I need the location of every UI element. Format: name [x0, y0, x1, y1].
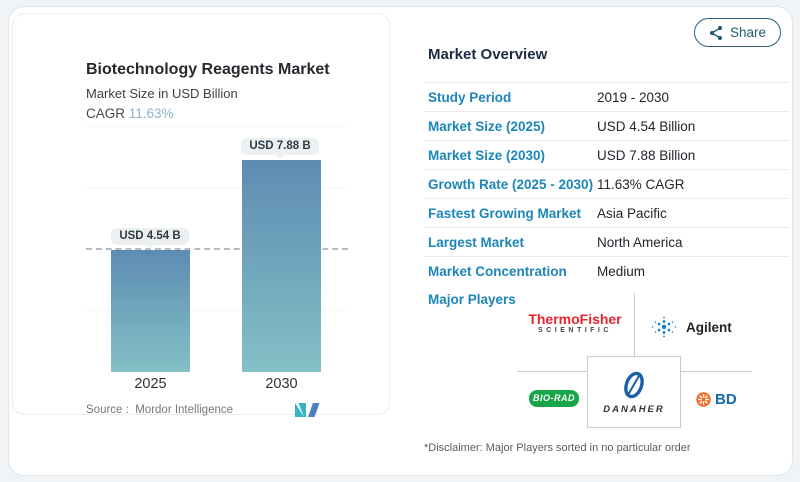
bar-2025[interactable] — [111, 250, 190, 372]
row-label: Largest Market — [428, 234, 525, 250]
row-label: Fastest Growing Market — [428, 205, 582, 221]
x-axis-label-2030: 2030 — [265, 376, 298, 392]
row-value: USD 4.54 Billion — [597, 118, 696, 134]
source-prefix: Source : — [86, 404, 129, 416]
table-row: Market Size (2030) USD 7.88 Billion — [424, 140, 789, 169]
row-label: Market Concentration — [428, 263, 567, 279]
reference-dashed-line — [86, 248, 348, 250]
gridline — [86, 126, 348, 127]
row-value: USD 7.88 Billion — [597, 147, 696, 163]
biorad-logo: BIO-RAD — [529, 390, 579, 407]
source-name: Mordor Intelligence — [135, 404, 234, 416]
row-value: North America — [597, 234, 683, 250]
overview-table: Study Period 2019 - 2030 Market Size (202… — [424, 82, 789, 285]
row-value: 2019 - 2030 — [597, 89, 670, 105]
players-divider-vertical — [634, 293, 635, 356]
cagr-line: CAGR 11.63% — [86, 106, 174, 121]
table-row: Study Period 2019 - 2030 — [424, 82, 789, 111]
danaher-d-icon — [624, 371, 644, 399]
cagr-value: 11.63% — [128, 106, 174, 121]
bar-value-badge-2025: USD 4.54 B — [111, 228, 189, 249]
chart-subtitle: Market Size in USD Billion — [86, 86, 238, 101]
source-line: Source : Mordor Intelligence — [86, 404, 233, 416]
table-row: Market Concentration Medium — [424, 256, 789, 285]
table-row: Growth Rate (2025 - 2030) 11.63% CAGR — [424, 169, 789, 198]
bd-sun-icon — [696, 392, 711, 407]
thermofisher-wordmark: ThermoFisher — [528, 311, 622, 327]
bd-wordmark: BD — [715, 391, 737, 408]
share-icon — [709, 25, 723, 40]
row-value: Medium — [597, 263, 646, 279]
share-button[interactable]: Share — [694, 18, 781, 47]
thermofisher-logo: ThermoFisher SCIENTIFIC — [527, 311, 623, 335]
table-row: Fastest Growing Market Asia Pacific — [424, 198, 789, 227]
danaher-wordmark: DANAHER — [603, 404, 665, 415]
agilent-logo: Agilent — [650, 314, 732, 340]
table-row: Market Size (2025) USD 4.54 Billion — [424, 111, 789, 140]
row-value: 11.63% CAGR — [597, 176, 685, 192]
agilent-wordmark: Agilent — [686, 319, 732, 335]
gridline — [86, 187, 348, 188]
share-button-label: Share — [729, 25, 767, 40]
chart-panel: Biotechnology Reagents Market Market Siz… — [12, 13, 390, 417]
gridline — [86, 310, 348, 311]
agilent-starburst-icon — [651, 316, 677, 338]
mordor-intelligence-logo-icon — [295, 403, 320, 417]
cagr-label: CAGR — [86, 106, 126, 121]
bar-2030[interactable] — [242, 160, 321, 372]
row-label: Growth Rate (2025 - 2030) — [428, 176, 594, 192]
row-label: Market Size (2025) — [428, 118, 546, 134]
row-value: Asia Pacific — [597, 205, 667, 221]
overview-title: Market Overview — [428, 46, 548, 63]
table-row: Largest Market North America — [424, 227, 789, 256]
disclaimer-text: *Disclaimer: Major Players sorted in no … — [424, 442, 691, 454]
major-players-label: Major Players — [428, 292, 516, 307]
row-label: Study Period — [428, 89, 512, 105]
thermofisher-scientific-text: SCIENTIFIC — [538, 327, 612, 334]
bd-logo: BD — [696, 391, 737, 408]
danaher-logo: DANAHER — [587, 356, 681, 428]
x-axis-label-2025: 2025 — [134, 376, 167, 392]
row-label: Market Size (2030) — [428, 147, 546, 163]
chart-title: Biotechnology Reagents Market — [86, 61, 330, 78]
bar-value-badge-2030: USD 7.88 B — [241, 138, 319, 159]
